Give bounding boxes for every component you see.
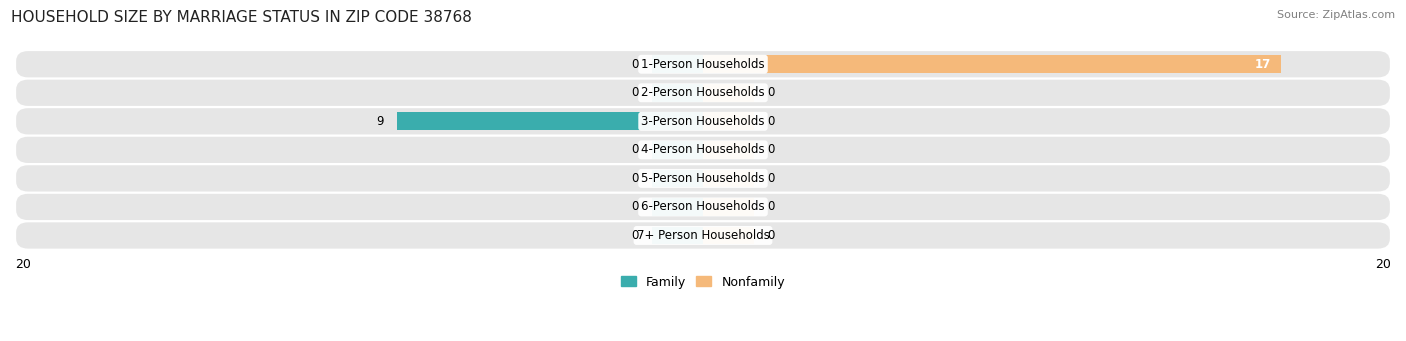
FancyBboxPatch shape	[15, 108, 1391, 134]
Bar	[703, 55, 1281, 73]
Bar	[703, 198, 754, 216]
Text: 7+ Person Households: 7+ Person Households	[637, 229, 769, 242]
Text: 0: 0	[768, 172, 775, 185]
Bar	[703, 227, 754, 244]
Bar	[703, 169, 754, 187]
Text: 17: 17	[1254, 58, 1271, 71]
Text: 0: 0	[631, 229, 638, 242]
Bar	[396, 113, 703, 130]
Text: 0: 0	[631, 86, 638, 99]
Text: 5-Person Households: 5-Person Households	[641, 172, 765, 185]
Text: 4-Person Households: 4-Person Households	[641, 143, 765, 157]
Bar	[652, 169, 703, 187]
Text: 9: 9	[375, 115, 384, 128]
Text: 6-Person Households: 6-Person Households	[641, 201, 765, 213]
Text: 0: 0	[768, 115, 775, 128]
Text: Source: ZipAtlas.com: Source: ZipAtlas.com	[1277, 10, 1395, 20]
Text: 0: 0	[631, 201, 638, 213]
Text: 0: 0	[768, 86, 775, 99]
Text: 0: 0	[768, 201, 775, 213]
Bar	[652, 141, 703, 159]
FancyBboxPatch shape	[15, 194, 1391, 220]
FancyBboxPatch shape	[15, 222, 1391, 249]
Bar	[703, 113, 754, 130]
Bar	[652, 84, 703, 102]
Text: 0: 0	[768, 229, 775, 242]
Bar	[652, 198, 703, 216]
Legend: Family, Nonfamily: Family, Nonfamily	[616, 271, 790, 294]
Text: HOUSEHOLD SIZE BY MARRIAGE STATUS IN ZIP CODE 38768: HOUSEHOLD SIZE BY MARRIAGE STATUS IN ZIP…	[11, 10, 472, 25]
Text: 0: 0	[631, 143, 638, 157]
Bar	[703, 84, 754, 102]
Bar	[703, 141, 754, 159]
Text: 0: 0	[768, 143, 775, 157]
Bar	[652, 55, 703, 73]
Text: 1-Person Households: 1-Person Households	[641, 58, 765, 71]
FancyBboxPatch shape	[15, 137, 1391, 163]
Text: 0: 0	[631, 58, 638, 71]
FancyBboxPatch shape	[15, 80, 1391, 106]
Text: 0: 0	[631, 172, 638, 185]
FancyBboxPatch shape	[15, 165, 1391, 192]
Text: 3-Person Households: 3-Person Households	[641, 115, 765, 128]
Text: 2-Person Households: 2-Person Households	[641, 86, 765, 99]
Bar	[652, 227, 703, 244]
FancyBboxPatch shape	[15, 51, 1391, 77]
